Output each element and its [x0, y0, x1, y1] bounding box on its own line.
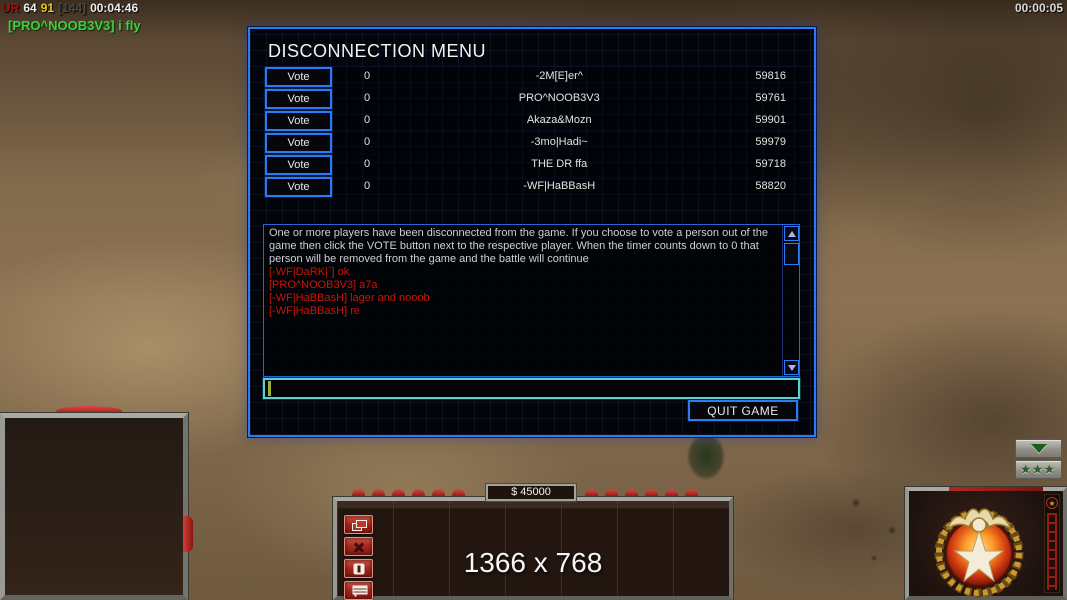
scrollbar[interactable]: [782, 225, 799, 376]
scrollbar-thumb[interactable]: [784, 243, 799, 265]
roof-bump: [352, 489, 365, 497]
vote-row: Vote 0 Akaza&Mozn 59901: [265, 111, 800, 131]
vote-button[interactable]: Vote: [265, 67, 332, 87]
building-decoration: [183, 516, 193, 552]
player-name: -2M[E]er^: [535, 70, 583, 82]
beacon-button[interactable]: [344, 581, 373, 600]
chat-message: [-WF|HaBBasH] re: [269, 305, 360, 317]
chevron-down-icon: [1030, 444, 1047, 453]
idle-worker-button[interactable]: [344, 537, 373, 556]
command-bar-divider: [337, 508, 729, 509]
roof-bump: [685, 489, 698, 497]
message-box: One or more players have been disconnect…: [263, 224, 800, 377]
portrait-trim: [949, 487, 1043, 491]
quit-game-button[interactable]: QUIT GAME: [688, 400, 798, 421]
dialog-title: DISCONNECTION MENU: [268, 41, 487, 61]
vote-row: Vote 0 PRO^NOOB3V3 59761: [265, 89, 800, 109]
roof-bump: [452, 489, 465, 497]
player-score: 59761: [755, 92, 786, 104]
roof-bump: [625, 489, 638, 497]
performance-overlay: UR 64 91 [144] 00:04:46: [2, 1, 142, 15]
vote-count: 0: [363, 136, 371, 148]
perf-value-3: [144]: [58, 1, 87, 15]
chat-input-field[interactable]: [263, 378, 800, 399]
options-menu-button[interactable]: [344, 515, 373, 534]
vote-row: Vote 0 THE DR ffa 59718: [265, 155, 800, 175]
vote-row: Vote 0 -3mo|Hadi~ 59979: [265, 133, 800, 153]
player-score: 59901: [755, 114, 786, 126]
vote-count: 0: [363, 158, 371, 170]
roof-decorations-left: [352, 489, 465, 497]
player-name: -3mo|Hadi~: [530, 136, 588, 148]
vote-button[interactable]: Vote: [265, 133, 332, 153]
hide-panel-button[interactable]: [1015, 439, 1062, 458]
roof-bump: [605, 489, 618, 497]
chat-input[interactable]: [265, 380, 798, 397]
scrollbar-track[interactable]: [784, 266, 799, 358]
scroll-up-button[interactable]: [784, 226, 799, 241]
scroll-down-button[interactable]: [784, 360, 799, 375]
match-timer: 00:00:05: [1014, 1, 1063, 15]
roof-bump: [432, 489, 445, 497]
roof-bump: [412, 489, 425, 497]
player-score: 59718: [755, 158, 786, 170]
generals-rank-button[interactable]: ★★★: [1015, 460, 1062, 479]
disconnect-info-text: One or more players have been disconnect…: [269, 227, 768, 265]
experience-ladder: [1047, 513, 1057, 590]
roof-bump: [372, 489, 385, 497]
pause-icon: [353, 563, 364, 574]
vote-count: 0: [363, 92, 371, 104]
roof-bump: [645, 489, 658, 497]
message-list: One or more players have been disconnect…: [269, 227, 779, 374]
player-score: 58820: [755, 180, 786, 192]
disconnection-menu-dialog: DISCONNECTION MENU Vote 0 -2M[E]er^ 5981…: [248, 27, 816, 437]
chat-message: [-WF|HaBBasH] lager and nooob: [269, 292, 430, 304]
perf-clock: 00:04:46: [90, 1, 139, 15]
player-score: 59816: [755, 70, 786, 82]
x-icon: [353, 541, 365, 553]
up-arrow-icon: [787, 230, 796, 237]
roof-bump: [585, 489, 598, 497]
player-name: PRO^NOOB3V3: [518, 92, 600, 104]
vote-table: Vote 0 -2M[E]er^ 59816 Vote 0 PRO^NOOB3V…: [265, 67, 800, 197]
down-arrow-icon: [787, 364, 796, 371]
china-faction-emblem: [934, 508, 1024, 598]
roof-bump: [665, 489, 678, 497]
player-name: -WF|HaBBasH: [523, 180, 596, 192]
perf-label: UR: [2, 1, 20, 15]
roof-bump: [392, 489, 405, 497]
vote-button[interactable]: Vote: [265, 155, 332, 175]
player-name: Akaza&Mozn: [526, 114, 592, 126]
roof-decorations-right: [585, 489, 698, 497]
chat-message: [-WF|DaRK|`] ok: [269, 266, 350, 278]
veterancy-star-icon: ★: [1046, 497, 1058, 509]
vote-count: 0: [363, 114, 371, 126]
command-bar: 1366 x 768: [333, 497, 733, 600]
pause-button[interactable]: [344, 559, 373, 578]
radar-minimap[interactable]: [0, 413, 188, 600]
experience-strip: ★: [1044, 494, 1060, 593]
vote-count: 0: [363, 180, 371, 192]
vote-row: Vote 0 -WF|HaBBasH 58820: [265, 177, 800, 197]
vote-row: Vote 0 -2M[E]er^ 59816: [265, 67, 800, 87]
vote-button[interactable]: Vote: [265, 111, 332, 131]
building-roof-decoration: [56, 406, 122, 416]
windows-icon: [351, 519, 367, 531]
resolution-watermark: 1366 x 768: [463, 547, 603, 578]
money-display: $ 45000: [486, 484, 576, 501]
perf-value-2: 91: [40, 1, 55, 15]
perf-value-1: 64: [23, 1, 37, 15]
command-bar-side-buttons: [344, 515, 373, 600]
faction-portrait-panel[interactable]: ★: [905, 487, 1067, 600]
hud-chat-line: [PRO^NOOB3V3] i fly: [8, 18, 141, 33]
vote-count: 0: [363, 70, 371, 82]
sign-icon: [352, 585, 367, 596]
player-score: 59979: [755, 136, 786, 148]
chat-message: [PRO^NOOB3V3] a7a: [269, 279, 378, 291]
vote-button[interactable]: Vote: [265, 89, 332, 109]
player-name: THE DR ffa: [531, 158, 588, 170]
vote-button[interactable]: Vote: [265, 177, 332, 197]
